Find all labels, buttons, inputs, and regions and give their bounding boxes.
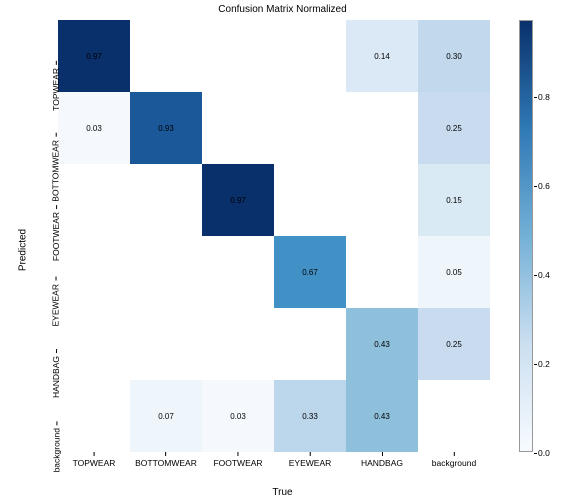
- y-tick-label: FOOTWEAR: [51, 205, 61, 261]
- y-tick-label: TOPWEAR: [51, 61, 61, 111]
- matrix-cell: [202, 308, 274, 380]
- matrix-cell: 0.43: [346, 308, 418, 380]
- matrix-cell: 0.25: [418, 92, 490, 164]
- colorbar-tick: 0.8: [538, 92, 550, 102]
- matrix-cell: 0.15: [418, 164, 490, 236]
- y-tick-label: background: [51, 421, 61, 472]
- matrix-cell: 0.14: [346, 20, 418, 92]
- colorbar-tick: 0.0: [538, 448, 550, 458]
- matrix-cell: [130, 164, 202, 236]
- matrix-cell: 0.30: [418, 20, 490, 92]
- matrix-cell: 0.05: [418, 236, 490, 308]
- matrix-cell: [418, 380, 490, 452]
- matrix-cell: [130, 20, 202, 92]
- matrix-cell: 0.03: [58, 92, 130, 164]
- y-tick-label: EYEWEAR: [51, 277, 61, 327]
- matrix-cell: [58, 308, 130, 380]
- colorbar-tick: 0.2: [538, 359, 550, 369]
- matrix-cell: 0.97: [58, 20, 130, 92]
- matrix-cell: [58, 380, 130, 452]
- x-tick-label: FOOTWEAR: [213, 452, 262, 468]
- x-tick-label: EYEWEAR: [289, 452, 332, 468]
- y-tick-label: HANDBAG: [51, 349, 61, 398]
- x-tick-label: HANDBAG: [361, 452, 403, 468]
- matrix-cell: 0.03: [202, 380, 274, 452]
- chart-title: Confusion Matrix Normalized: [0, 4, 565, 15]
- confusion-matrix-grid: 0.970.140.300.030.930.250.970.150.670.05…: [58, 20, 490, 452]
- matrix-cell: [130, 308, 202, 380]
- matrix-cell: 0.33: [274, 380, 346, 452]
- matrix-cell: [58, 164, 130, 236]
- matrix-cell: [346, 164, 418, 236]
- x-tick-label: BOTTOMWEAR: [135, 452, 197, 468]
- x-tick-label: background: [432, 452, 476, 468]
- matrix-cell: [274, 164, 346, 236]
- matrix-cell: [202, 236, 274, 308]
- matrix-cell: 0.67: [274, 236, 346, 308]
- y-tick-label: BOTTOMWEAR: [51, 133, 61, 202]
- matrix-cell: 0.25: [418, 308, 490, 380]
- matrix-cell: [274, 92, 346, 164]
- x-tick-label: TOPWEAR: [73, 452, 116, 468]
- matrix-cell: [202, 92, 274, 164]
- colorbar-tick: 0.4: [538, 270, 550, 280]
- x-axis-label: True: [0, 487, 565, 498]
- matrix-cell: 0.93: [130, 92, 202, 164]
- matrix-cell: 0.43: [346, 380, 418, 452]
- matrix-cell: [130, 236, 202, 308]
- matrix-cell: [346, 236, 418, 308]
- matrix-cell: 0.97: [202, 164, 274, 236]
- matrix-cell: 0.07: [130, 380, 202, 452]
- matrix-cell: [274, 20, 346, 92]
- matrix-cell: [274, 308, 346, 380]
- matrix-cell: [346, 92, 418, 164]
- colorbar: 0.00.20.40.60.8: [519, 20, 533, 452]
- colorbar-tick: 0.6: [538, 181, 550, 191]
- matrix-cell: [202, 20, 274, 92]
- matrix-cell: [58, 236, 130, 308]
- y-axis-label: Predicted: [18, 229, 29, 271]
